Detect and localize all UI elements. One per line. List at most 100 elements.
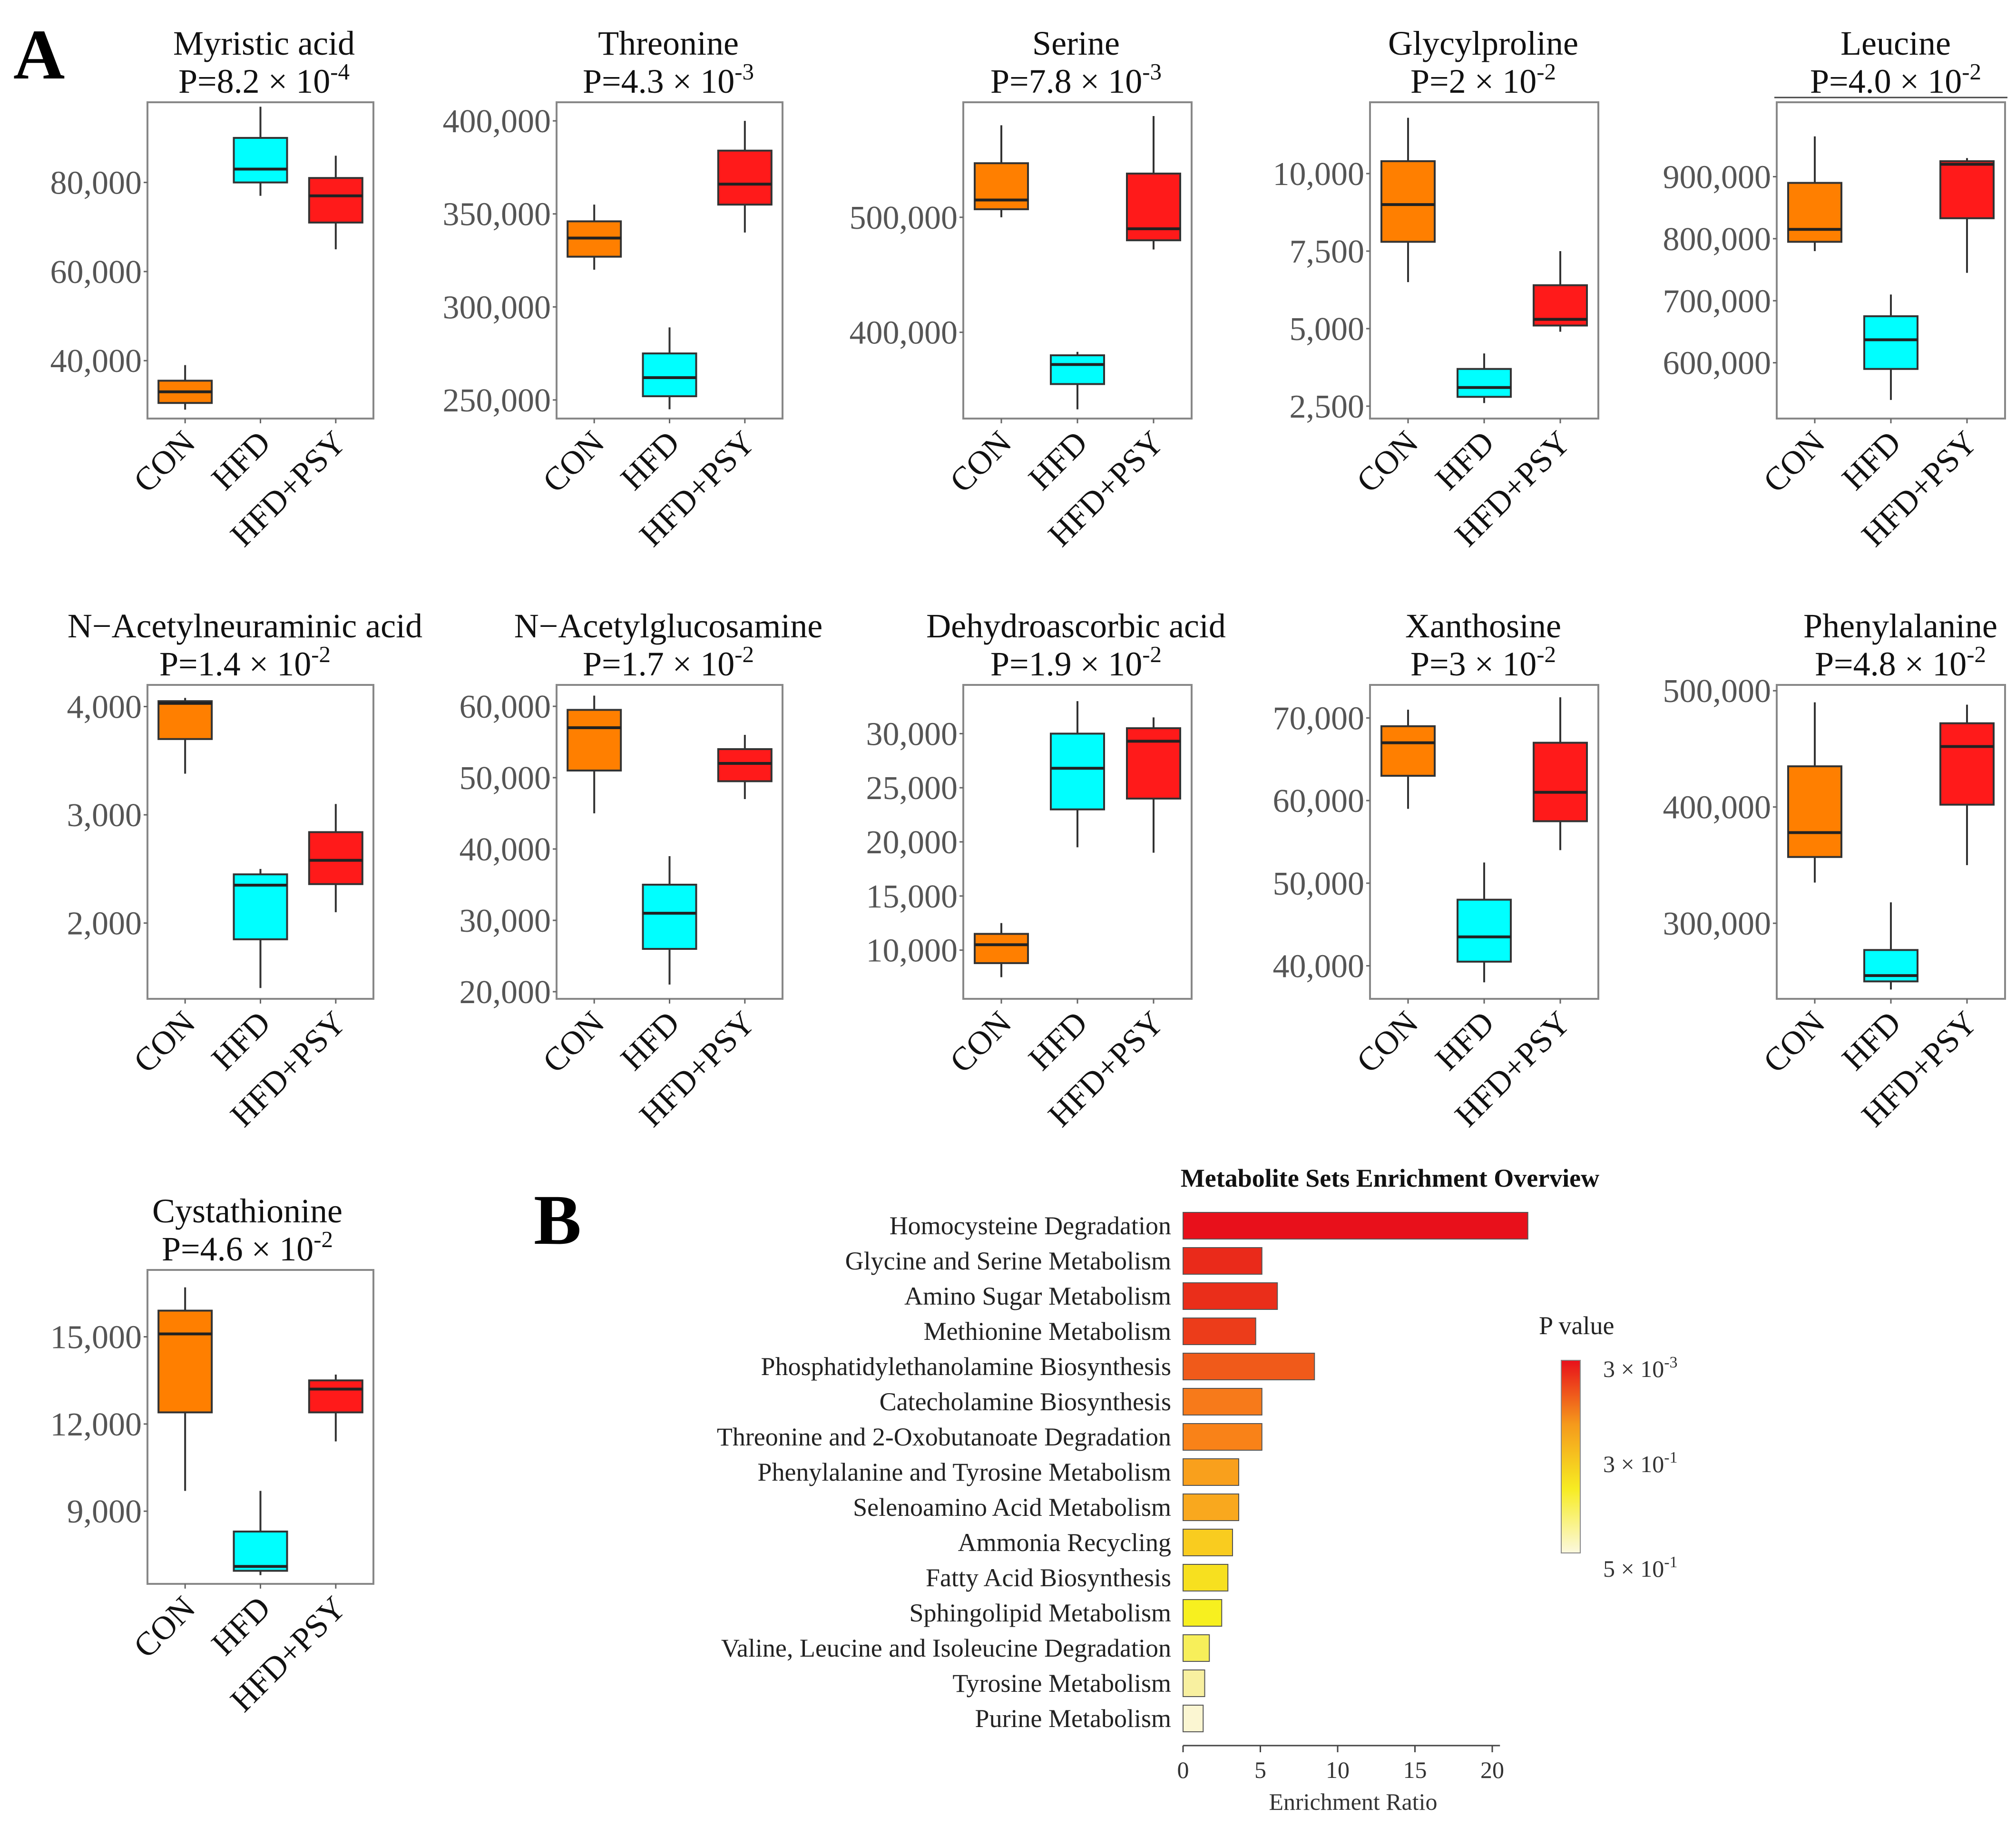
- boxplot-pvalue-exponent: -2: [1142, 641, 1162, 667]
- bar: [1183, 1493, 1239, 1521]
- box-body: [1126, 727, 1181, 800]
- y-tick-label: 400,000: [1663, 790, 1771, 826]
- boxplot-pvalue: P=4.6 × 10-2: [162, 1226, 333, 1268]
- enrichment-bar-chart: Metabolite Sets Enrichment Overview Homoc…: [717, 1164, 1678, 1815]
- y-tick-label: 2,000: [67, 906, 142, 942]
- box-body: [717, 149, 773, 206]
- boxplot-title: Serine: [1032, 24, 1120, 62]
- y-tick-label: 7,500: [1290, 234, 1365, 270]
- boxplot-pvalue-base: P=1.4 × 10: [159, 645, 311, 683]
- boxplot-pvalue-exponent: -2: [313, 1226, 333, 1252]
- boxplot-pvalue-exponent: -4: [330, 59, 350, 85]
- box-con: [1787, 702, 1842, 883]
- bar-chart-title: Metabolite Sets Enrichment Overview: [1181, 1164, 1599, 1192]
- box-con: [567, 205, 622, 270]
- box-hfd: [1457, 353, 1512, 403]
- box-body: [157, 700, 213, 740]
- y-tick-label: 15,000: [866, 878, 958, 915]
- box-body: [567, 709, 622, 771]
- box-hfd: [642, 327, 697, 410]
- boxplot-title: N−Acetylneuraminic acid: [68, 607, 422, 645]
- box-hfd: [1457, 862, 1512, 983]
- legend-tick-label: 3 × 10-3: [1603, 1354, 1678, 1382]
- bar-category-label: Tyrosine Metabolism: [952, 1669, 1171, 1698]
- box-body: [1050, 354, 1105, 385]
- y-tick-label: 70,000: [1273, 700, 1365, 737]
- box-con: [974, 923, 1029, 977]
- legend-color-bar: [1561, 1360, 1581, 1553]
- bar: [1183, 1212, 1528, 1240]
- bar-category-label: Fatty Acid Biosynthesis: [926, 1563, 1171, 1592]
- y-tick-label: 350,000: [443, 196, 551, 233]
- y-tick-label: 500,000: [1663, 673, 1771, 710]
- legend-tick-exponent: -3: [1664, 1354, 1677, 1371]
- boxplot-pvalue-exponent: -2: [734, 641, 754, 667]
- box-body: [1939, 722, 1995, 806]
- legend-tick-label: 5 × 10-1: [1603, 1553, 1678, 1582]
- boxplot-pvalue: P=2 × 10-2: [1410, 59, 1556, 100]
- boxplot-pvalue-base: P=8.2 × 10: [178, 62, 330, 100]
- boxplot-title: Glycylproline: [1388, 24, 1578, 62]
- box-hfd: [1050, 701, 1105, 848]
- box-body: [1457, 368, 1512, 398]
- y-tick-label: 400,000: [850, 315, 958, 351]
- y-tick-label: 2,500: [1290, 389, 1365, 425]
- y-tick-label: 80,000: [50, 165, 142, 202]
- bar-row-ammonia-recycling: Ammonia Recycling: [958, 1528, 1233, 1557]
- bar-row-sphingolipid-metabolism: Sphingolipid Metabolism: [909, 1599, 1223, 1627]
- bar-category-label: Homocysteine Degradation: [890, 1211, 1171, 1240]
- bar-row-purine-metabolism: Purine Metabolism: [975, 1704, 1204, 1733]
- bar-category-label: Catecholamine Biosynthesis: [880, 1387, 1171, 1416]
- bar: [1183, 1388, 1262, 1415]
- y-tick-label: 300,000: [443, 289, 551, 326]
- boxplot-pvalue-exponent: -2: [1962, 59, 1981, 85]
- bar-row-phosphatidylethanolamine-biosynthesis: Phosphatidylethanolamine Biosynthesis: [761, 1352, 1315, 1381]
- bar-row-homocysteine-degradation: Homocysteine Degradation: [890, 1211, 1528, 1240]
- y-tick-label: 300,000: [1663, 906, 1771, 942]
- boxplot-pvalue: P=4.3 × 10-3: [583, 59, 754, 100]
- box-con: [567, 695, 622, 813]
- bar: [1183, 1282, 1278, 1310]
- bar: [1183, 1529, 1233, 1556]
- boxplot-pvalue: P=1.9 × 10-2: [990, 641, 1162, 683]
- y-tick-label: 50,000: [1273, 866, 1365, 902]
- box-body: [1380, 725, 1436, 777]
- y-tick-label: 12,000: [50, 1406, 142, 1443]
- boxplot-pvalue-base: P=7.8 × 10: [990, 62, 1142, 100]
- bar-row-selenoamino-acid-metabolism: Selenoamino Acid Metabolism: [853, 1493, 1239, 1522]
- box-body: [1050, 732, 1105, 810]
- bar-category-label: Phenylalanine and Tyrosine Metabolism: [757, 1458, 1171, 1486]
- box-body: [1457, 898, 1512, 963]
- x-tick-label: 10: [1326, 1757, 1350, 1783]
- y-tick-label: 3,000: [67, 797, 142, 834]
- bar-row-methionine-metabolism: Methionine Metabolism: [924, 1317, 1256, 1346]
- y-tick-label: 400,000: [443, 103, 551, 140]
- bar: [1183, 1318, 1256, 1345]
- y-tick-label: 30,000: [866, 716, 958, 752]
- box-hfd: [1863, 294, 1918, 400]
- box-body: [157, 1309, 213, 1414]
- box-hfd-psy: [1126, 116, 1181, 250]
- bar-row-catecholamine-biosynthesis: Catecholamine Biosynthesis: [880, 1387, 1262, 1416]
- box-body: [1863, 315, 1918, 370]
- legend-tick-exponent: -1: [1664, 1449, 1677, 1466]
- bar-row-tyrosine-metabolism: Tyrosine Metabolism: [952, 1669, 1205, 1698]
- boxplot-pvalue: P=8.2 × 10-4: [178, 59, 350, 100]
- boxplot-pvalue-base: P=2 × 10: [1410, 62, 1536, 100]
- bar-row-glycine-and-serine-metabolism: Glycine and Serine Metabolism: [845, 1247, 1262, 1275]
- boxplot-title: N−Acetylglucosamine: [514, 607, 822, 645]
- bar-category-label: Phosphatidylethanolamine Biosynthesis: [761, 1352, 1171, 1381]
- box-hfd-psy: [1126, 717, 1181, 853]
- y-tick-label: 600,000: [1663, 345, 1771, 382]
- y-tick-label: 900,000: [1663, 159, 1771, 195]
- bar-category-label: Selenoamino Acid Metabolism: [853, 1493, 1171, 1522]
- box-body: [308, 831, 363, 885]
- y-tick-label: 10,000: [1273, 156, 1365, 193]
- box-body: [974, 933, 1029, 964]
- boxplot-pvalue-base: P=4.3 × 10: [583, 62, 734, 100]
- box-body: [308, 1379, 363, 1414]
- bar-category-label: Methionine Metabolism: [924, 1317, 1171, 1346]
- bar: [1183, 1705, 1204, 1732]
- boxplot-pvalue-base: P=1.9 × 10: [990, 645, 1142, 683]
